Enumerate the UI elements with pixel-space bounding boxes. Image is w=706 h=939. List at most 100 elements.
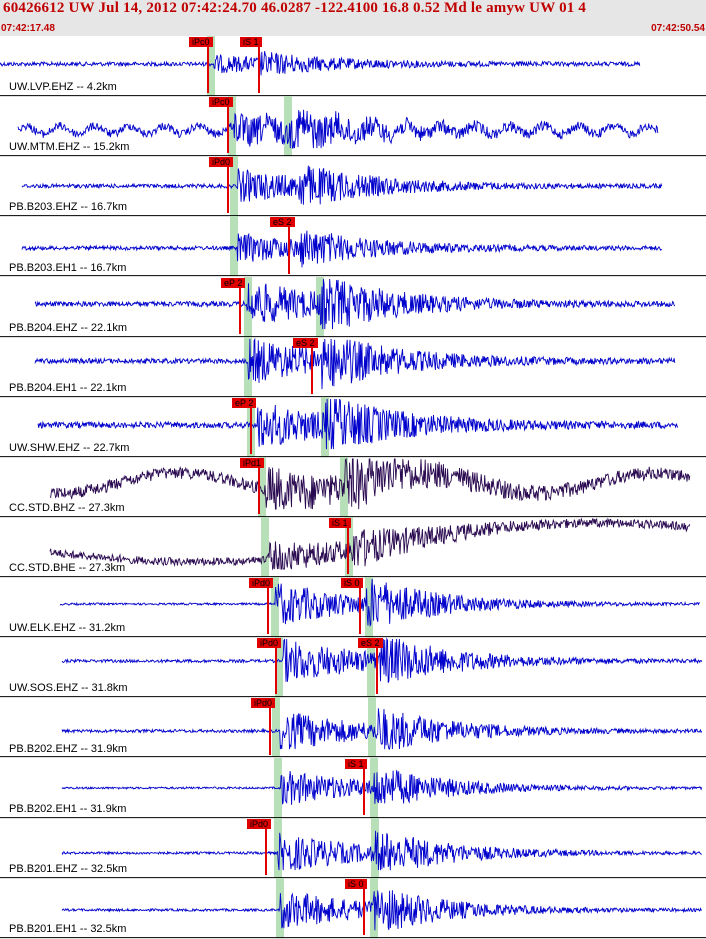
channel-label: PB.B204.EH1 -- 22.1km [9,381,127,394]
seismic-trace [21,165,663,205]
pick-window [367,637,375,698]
phase-pick-marker[interactable] [207,47,209,94]
pick-window [230,216,238,277]
phase-pick-marker[interactable] [363,888,365,935]
channel-label: UW.LVP.EHZ -- 4.2km [9,81,117,94]
seismic-trace [21,230,663,268]
channel-label: CC.STD.BHE -- 27.3km [9,562,126,575]
phase-pick-label[interactable]: iPc0 [189,37,213,47]
channel-panel[interactable]: iPd0 PB.B201.EHZ -- 32.5km [0,817,706,878]
phase-pick-label[interactable]: iPd0 [249,578,274,589]
seismic-trace [61,830,702,870]
phase-pick-marker[interactable] [267,588,269,635]
pick-window [258,456,266,518]
phase-pick-marker[interactable] [288,227,290,274]
phase-pick-label[interactable]: eS 2 [293,337,318,348]
seismic-trace [61,890,703,931]
phase-pick-marker[interactable] [376,648,378,695]
phase-pick-label[interactable]: iPd0 [257,638,282,649]
channel-panel[interactable]: iPd0 eS 2 UW.SOS.EHZ -- 31.8km [0,637,706,698]
seismic-trace [49,457,691,510]
phase-pick-marker[interactable] [227,107,229,154]
time-start-label: 07:42:17.48 [1,23,55,34]
waveform-plot [0,817,706,878]
channel-panel[interactable]: iPd0 iS 0 UW.ELK.EHZ -- 31.2km [0,577,706,638]
phase-pick-label[interactable]: eP 2 [221,277,246,288]
channel-panel[interactable]: eP 2 PB.B204.EHZ -- 22.1km [0,276,706,337]
channel-panel[interactable]: iS 1 CC.STD.BHE -- 27.3km [0,517,706,578]
seismic-trace [49,517,691,571]
channel-panel[interactable]: iS 1 PB.B202.EH1 -- 31.9km [0,757,706,818]
seismic-trace [59,579,701,628]
phase-pick-label[interactable]: iPc0 [209,97,233,108]
phase-pick-marker[interactable] [347,528,349,575]
phase-pick-label[interactable]: iS 0 [341,578,363,589]
channel-label: PB.B202.EH1 -- 31.9km [9,802,127,815]
pick-window [274,817,282,878]
channel-panel[interactable]: iPd1 CC.STD.BHZ -- 27.3km [0,456,706,518]
phase-pick-marker[interactable] [363,768,365,815]
phase-pick-label[interactable]: iPd1 [240,457,265,468]
phase-pick-label[interactable]: iPd0 [247,818,272,829]
phase-pick-label[interactable]: eS 2 [270,217,295,228]
phase-pick-label[interactable]: iS 1 [329,518,351,529]
seismic-trace [61,769,703,805]
channel-panel[interactable]: iPd0 PB.B203.EHZ -- 16.7km [0,156,706,217]
pick-window [207,36,215,97]
channel-label: UW.SHW.EHZ -- 22.7km [9,441,130,454]
phase-pick-marker[interactable] [311,347,313,394]
channel-panel[interactable]: iPc0 UW.MTM.EHZ -- 15.2km [0,96,706,157]
pick-window [230,156,238,217]
header-bar: 60426612 UW Jul 14, 2012 07:42:24.70 46.… [0,0,706,36]
phase-pick-marker[interactable] [250,407,252,454]
waveform-plot [0,156,706,217]
channel-panel[interactable]: iPc0 iS 1 UW.LVP.EHZ -- 4.2km [0,36,706,97]
phase-pick-marker[interactable] [359,588,361,635]
phase-pick-marker[interactable] [258,467,260,515]
channel-label: CC.STD.BHZ -- 27.3km [9,502,125,515]
phase-pick-label[interactable]: iS 1 [345,758,367,769]
phase-pick-label[interactable]: iPd0 [209,157,234,168]
phase-pick-marker[interactable] [239,287,241,334]
channel-panel[interactable]: eP 2 UW.SHW.EHZ -- 22.7km [0,396,706,457]
channel-label: UW.ELK.EHZ -- 31.2km [9,622,126,635]
channel-panel[interactable]: eS 2 PB.B204.EH1 -- 22.1km [0,336,706,397]
seismic-trace [34,278,676,329]
pick-window [261,517,269,578]
waveform-plot [0,877,706,938]
event-title: 60426612 UW Jul 14, 2012 07:42:24.70 46.… [3,0,587,16]
channel-label: UW.MTM.EHZ -- 15.2km [9,141,130,154]
channel-label: PB.B201.EHZ -- 32.5km [9,862,127,875]
phase-pick-marker[interactable] [227,167,229,214]
waveform-plot [0,276,706,337]
channel-label: UW.SOS.EHZ -- 31.8km [9,682,128,695]
waveform-plot [0,216,706,277]
phase-pick-marker[interactable] [275,648,277,695]
phase-pick-marker[interactable] [269,708,271,755]
pick-window [370,877,378,938]
channel-panel[interactable]: eS 2 PB.B203.EH1 -- 16.7km [0,216,706,277]
phase-pick-marker[interactable] [265,828,267,875]
waveform-plot [0,757,706,818]
channel-label: PB.B203.EHZ -- 16.7km [9,201,127,214]
pick-window [272,697,280,758]
seismic-trace [17,109,659,149]
waveform-plot [0,697,706,758]
phase-pick-label[interactable]: iS 1 [240,37,262,47]
phase-pick-label[interactable]: iPd0 [251,698,276,709]
seismic-trace [34,337,676,389]
channel-panel[interactable]: iS 0 PB.B201.EH1 -- 32.5km [0,877,706,938]
channel-label: PB.B202.EHZ -- 31.9km [9,742,127,755]
waveform-plot [0,456,706,518]
channel-label: PB.B201.EH1 -- 32.5km [9,922,127,935]
pick-window [228,96,236,157]
channel-panel[interactable]: iPd0 PB.B202.EHZ -- 31.9km [0,697,706,758]
channel-label: PB.B204.EHZ -- 22.1km [9,321,127,334]
phase-pick-label[interactable]: iS 0 [345,878,367,889]
pick-window [271,577,279,638]
phase-pick-label[interactable]: eS 2 [358,638,383,649]
phase-pick-marker[interactable] [258,47,260,94]
phase-pick-label[interactable]: eP 2 [232,397,257,408]
time-end-label: 07:42:50.54 [651,23,705,34]
seismic-trace [61,637,703,684]
